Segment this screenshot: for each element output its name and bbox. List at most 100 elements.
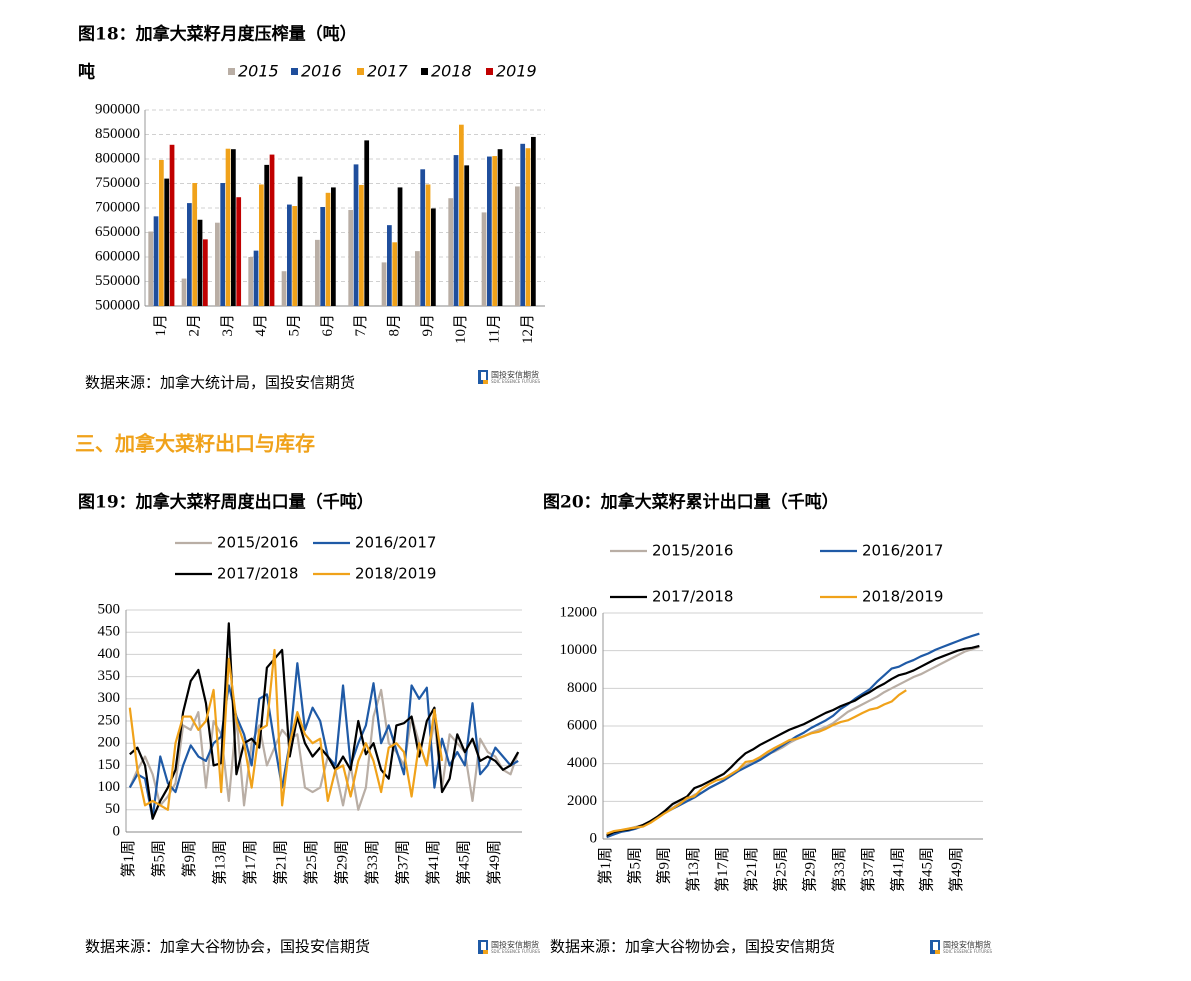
y-tick-label: 0 — [113, 823, 121, 839]
source-note: 数据来源：加拿大谷物协会，国投安信期货 — [550, 938, 835, 956]
legend-label: 2016/2017 — [862, 542, 943, 560]
y-tick-label: 700000 — [95, 199, 140, 215]
bar — [520, 143, 526, 306]
y-tick-label: 500000 — [95, 297, 140, 313]
section-heading: 三、加拿大菜籽出口与库存 — [75, 432, 315, 456]
y-tick-label: 12000 — [560, 604, 598, 620]
x-tick-label: 3月 — [220, 314, 236, 337]
bar — [487, 156, 492, 306]
x-tick-label: 第37周 — [393, 840, 411, 885]
bar — [325, 192, 331, 306]
x-tick-label: 第17周 — [241, 840, 259, 885]
logo-icon-accent — [483, 380, 488, 384]
legend-swatch — [291, 68, 298, 75]
x-tick-label: 第5周 — [150, 840, 168, 878]
x-tick-label: 第41周 — [888, 847, 906, 892]
y-tick-label: 450 — [98, 624, 121, 640]
bar — [264, 164, 270, 306]
chart-title: 图20：加拿大菜籽累计出口量（千吨） — [543, 492, 839, 513]
y-tick-label: 500 — [98, 601, 121, 617]
x-tick-label: 6月 — [320, 314, 336, 337]
legend-label: 2015 — [238, 62, 279, 81]
bar — [431, 208, 436, 306]
x-tick-label: 第13周 — [684, 847, 702, 892]
x-tick-label: 第25周 — [771, 847, 789, 892]
bar — [287, 204, 292, 306]
x-tick-label: 12月 — [520, 314, 536, 344]
bar — [225, 148, 231, 306]
y-tick-label: 100 — [98, 779, 121, 795]
chart: 图18：加拿大菜籽月度压榨量（吨） 吨 500000 550000 600000 6500… — [78, 24, 545, 392]
bar — [359, 184, 364, 306]
x-tick-label: 第13周 — [211, 840, 229, 885]
bar — [515, 186, 520, 306]
x-tick-label: 第1周 — [596, 847, 614, 885]
bar — [453, 155, 459, 306]
bar — [497, 149, 503, 306]
bar — [392, 242, 398, 306]
logo-english: SDIC ESSENCE FUTURES — [491, 949, 540, 954]
bar — [259, 184, 264, 306]
x-tick-label: 7月 — [353, 314, 369, 337]
bar — [492, 156, 498, 306]
bar — [292, 206, 298, 306]
source-note: 数据来源：加拿大谷物协会，国投安信期货 — [85, 938, 370, 956]
x-tick-label: 8月 — [386, 314, 402, 337]
bar — [236, 197, 242, 306]
bar — [269, 154, 275, 306]
bar — [220, 183, 226, 306]
bar — [320, 207, 326, 306]
bar — [387, 225, 392, 306]
x-tick-label: 第33周 — [830, 847, 848, 892]
x-tick-label: 第29周 — [332, 840, 350, 885]
bar — [215, 222, 220, 306]
x-tick-label: 第5周 — [625, 847, 643, 885]
bar — [353, 164, 359, 306]
bar — [364, 140, 370, 306]
logo-icon-accent — [935, 950, 940, 954]
bar — [397, 187, 403, 306]
bar — [425, 184, 431, 306]
x-tick-label: 第9周 — [655, 847, 673, 885]
line-series — [129, 622, 520, 820]
logo-english: SDIC ESSENCE FUTURES — [491, 379, 540, 384]
legend-swatch — [421, 68, 428, 75]
bar — [481, 212, 487, 306]
bar — [331, 187, 336, 306]
x-tick-label: 第21周 — [742, 847, 760, 892]
y-tick-label: 300 — [98, 690, 121, 706]
bar — [197, 219, 203, 306]
bar — [464, 165, 470, 306]
legend-label: 2016 — [301, 62, 342, 81]
bar — [253, 250, 259, 306]
x-tick-label: 9月 — [420, 314, 436, 337]
x-tick-label: 第45周 — [918, 847, 936, 892]
legend-swatch — [228, 68, 235, 75]
bar — [448, 198, 454, 306]
bar — [153, 216, 159, 306]
y-tick-label: 750000 — [95, 175, 140, 191]
bar — [531, 136, 536, 306]
y-axis-unit: 吨 — [78, 62, 95, 83]
logo-icon-inner — [481, 372, 486, 380]
y-tick-label: 8000 — [567, 680, 597, 696]
logo-name: 国投安信期货 — [491, 370, 539, 380]
line-series — [128, 648, 444, 811]
bar — [348, 209, 354, 306]
legend-label: 2018/2019 — [355, 565, 436, 583]
legend-swatch — [357, 68, 364, 75]
y-tick-label: 10000 — [560, 642, 598, 658]
bar — [281, 271, 287, 306]
y-tick-label: 350 — [98, 668, 121, 684]
legend-label: 2017/2018 — [217, 565, 298, 583]
line-series — [606, 644, 980, 837]
y-tick-label: 150 — [98, 757, 121, 773]
bar — [169, 144, 175, 306]
x-tick-label: 第29周 — [801, 847, 819, 892]
y-tick-label: 2000 — [567, 793, 597, 809]
x-tick-label: 4月 — [253, 314, 269, 337]
x-tick-label: 第21周 — [272, 840, 290, 885]
bar — [181, 278, 187, 306]
logo-icon-accent — [483, 950, 488, 954]
